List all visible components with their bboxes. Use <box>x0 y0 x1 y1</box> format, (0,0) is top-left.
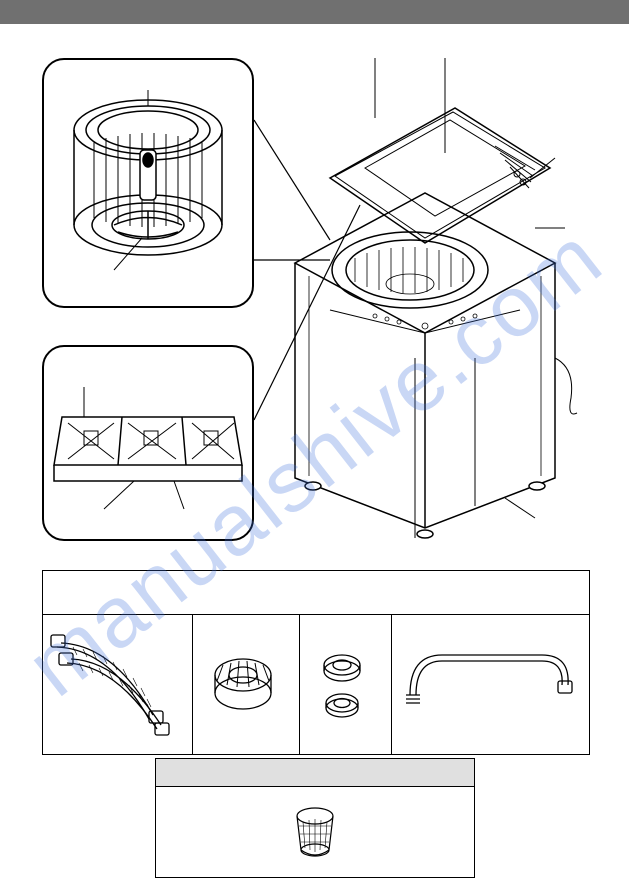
sealing-washers-icon <box>300 625 385 745</box>
accessory-cell-drain-hose <box>392 615 590 755</box>
accessories-header-cell <box>43 571 590 615</box>
drawer-detail-panel <box>42 345 254 541</box>
inlet-hoses-icon <box>43 625 183 745</box>
optional-body <box>156 787 474 879</box>
drum-detail-panel <box>42 58 254 308</box>
accessories-table <box>42 570 590 755</box>
optional-accessory-box <box>155 758 475 878</box>
accessory-cell-hoses <box>43 615 193 755</box>
accessory-cell-washers <box>300 615 392 755</box>
drawer-drawing <box>44 347 252 539</box>
washing-machine-drawing <box>275 58 595 538</box>
connector-nut-icon <box>193 625 293 745</box>
lint-filter-icon <box>285 798 345 868</box>
drain-hose-icon <box>392 625 582 745</box>
optional-header <box>156 759 474 787</box>
page-content: manualshive.com <box>0 30 629 893</box>
header-bar <box>0 0 629 24</box>
drum-drawing <box>44 60 252 306</box>
accessory-cell-connector <box>192 615 300 755</box>
